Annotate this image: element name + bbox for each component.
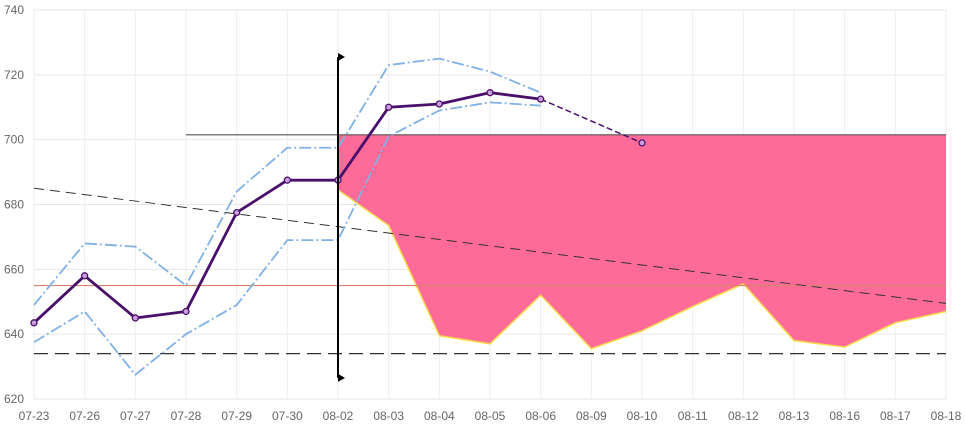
y-tick-label: 640: [4, 327, 24, 341]
series-layer: [30, 89, 646, 327]
marker-arrow-bottom: [338, 373, 345, 382]
x-tick-label: 08-18: [931, 409, 962, 423]
x-tick-label: 07-28: [171, 409, 202, 423]
x-tick-label: 08-11: [678, 409, 708, 423]
data-point: [283, 176, 291, 184]
confidence-band: [33, 57, 542, 376]
x-tick-label: 08-06: [525, 409, 556, 423]
band-line-band-lower: [33, 101, 541, 376]
data-point: [233, 208, 241, 217]
y-tick-label: 700: [4, 133, 24, 147]
data-point: [30, 319, 38, 327]
x-tick-label: 07-30: [272, 409, 303, 423]
vertical-marker: [337, 53, 345, 382]
x-tick-label: 08-10: [627, 409, 658, 423]
x-tick-label: 08-05: [475, 409, 506, 423]
x-tick-label: 08-02: [323, 409, 354, 423]
x-tick-label: 07-23: [19, 409, 50, 423]
y-tick-label: 680: [4, 198, 24, 212]
x-tick-label: 07-26: [69, 409, 100, 423]
marker-arrow-top: [338, 53, 345, 62]
x-tick-label: 07-29: [221, 409, 252, 423]
filled-area-edge: [337, 189, 947, 350]
reference-lines: [33, 134, 947, 355]
x-tick-label: 08-09: [576, 409, 607, 423]
forecast-line: [540, 98, 643, 144]
y-axis-ticks: 620 640 660 680 700 720 740: [4, 3, 24, 406]
x-tick-label: 08-16: [829, 409, 860, 423]
y-tick-label: 620: [4, 392, 24, 406]
x-tick-label: 08-04: [424, 409, 455, 423]
data-point: [537, 95, 545, 103]
data-point: [131, 314, 139, 322]
forecast-point: [638, 139, 646, 147]
x-tick-label: 08-13: [779, 409, 810, 423]
x-axis-ticks: 07-23 07-26 07-27 07-28 07-29 07-30 08-02 08-03…: [19, 409, 962, 423]
data-point: [182, 307, 190, 316]
x-tick-label: 08-17: [880, 409, 911, 423]
band-line-band-upper: [33, 57, 542, 306]
filled-area: [338, 134, 946, 349]
data-point: [81, 272, 89, 280]
y-tick-label: 740: [4, 3, 24, 17]
x-tick-label: 08-12: [728, 409, 759, 423]
reference-line: [33, 187, 947, 304]
data-point: [486, 89, 494, 97]
filled-area-layer: [337, 134, 947, 350]
data-point: [385, 103, 393, 111]
x-tick-label: 08-03: [373, 409, 404, 423]
y-tick-label: 660: [4, 262, 24, 276]
data-point: [435, 100, 443, 108]
x-tick-label: 07-27: [120, 409, 151, 423]
y-tick-label: 720: [4, 68, 24, 82]
